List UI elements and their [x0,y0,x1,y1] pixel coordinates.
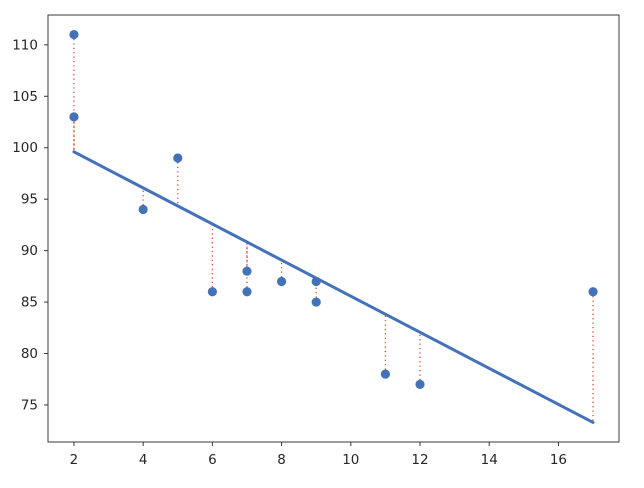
x-tick-label: 10 [342,452,359,468]
data-point [173,153,183,163]
x-tick-label: 14 [481,452,498,468]
data-point [69,29,79,40]
data-point [69,112,79,122]
x-tick-label: 2 [70,452,79,468]
regression-line [72,150,595,424]
data-point [588,287,598,297]
y-tick-label: 95 [21,192,38,208]
data-point [311,297,321,307]
y-tick-label: 105 [12,89,38,105]
axes-frame [47,14,620,443]
x-tick-label: 12 [411,452,428,468]
data-point [415,379,425,389]
x-tick-label: 8 [277,452,286,468]
y-tick-label: 75 [21,397,38,413]
x-tick-label: 16 [550,452,567,468]
data-point [207,287,217,297]
data-point [138,204,148,215]
data-point [242,266,252,276]
data-point [380,369,391,379]
x-tick-label: 4 [139,452,148,468]
y-tick-label: 80 [21,346,38,362]
x-tick-label: 6 [208,452,217,468]
y-tick-label: 90 [21,243,38,259]
y-tick-label: 100 [12,140,38,156]
data-point [311,276,321,287]
y-tick-label: 85 [21,295,38,311]
data-point [242,287,252,297]
y-tick-label: 110 [12,37,38,53]
data-point [276,276,287,287]
